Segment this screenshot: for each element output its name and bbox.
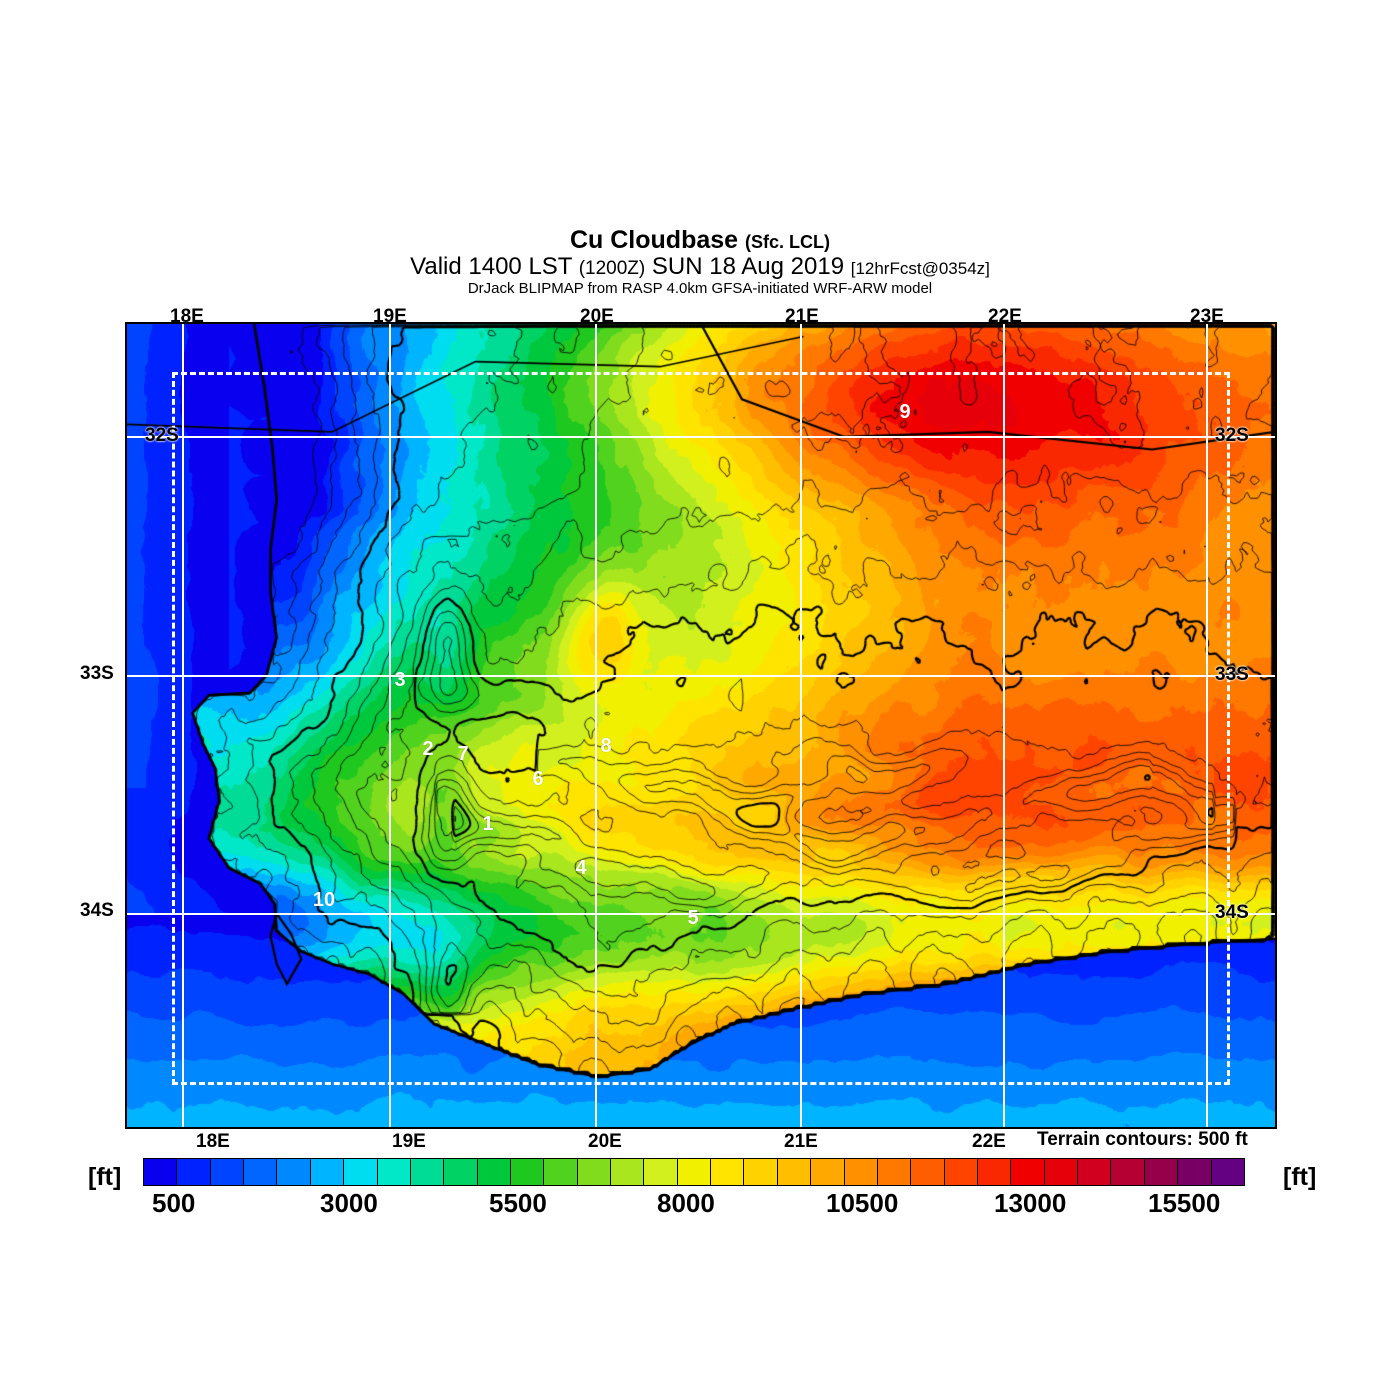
gridline-lon-19e: [389, 324, 391, 1127]
lon-tick-bottom-22e: 22E: [972, 1131, 1006, 1152]
colorbar-swatch-31: [1178, 1159, 1212, 1185]
gridline-lon-18e: [182, 324, 184, 1127]
waypoint-marker-1[interactable]: 1: [482, 813, 494, 835]
colorbar-tick-3000: 3000: [320, 1188, 378, 1218]
colorbar-swatch-20: [811, 1159, 845, 1185]
waypoint-marker-10[interactable]: 10: [312, 889, 336, 911]
colorbar-swatch-4: [277, 1159, 311, 1185]
colorbar-swatch-29: [1111, 1159, 1145, 1185]
gridline-lat-34s: [127, 913, 1275, 915]
lon-tick-top-23e: 23E: [1190, 306, 1224, 327]
lon-tick-bottom-21e: 21E: [784, 1131, 818, 1152]
colorbar-tick-10500: 10500: [826, 1188, 899, 1218]
lon-tick-bottom-20e: 20E: [588, 1131, 622, 1152]
colorbar-swatch-16: [677, 1159, 712, 1185]
colorbar-unit-left: [ft]: [88, 1163, 122, 1191]
colorbar-swatch-11: [510, 1159, 545, 1185]
gridline-lon-21e: [800, 324, 802, 1127]
forecast-hour-badge: [12hrFcst@0354z]: [850, 259, 990, 278]
lon-tick-bottom-19e: 19E: [392, 1131, 426, 1152]
colorbar-swatch-14: [611, 1159, 645, 1185]
title-main-text: Cu Cloudbase: [569, 226, 739, 254]
colorbar-swatch-32: [1211, 1159, 1244, 1185]
gridline-lon-20e: [595, 324, 597, 1127]
colorbar-swatch-1: [177, 1159, 211, 1185]
lon-tick-top-20e: 20E: [580, 306, 614, 327]
lat-label-inside-right-33s: 33S: [1215, 664, 1249, 685]
colorbar-swatch-17: [711, 1159, 745, 1185]
colorbar-swatch-25: [977, 1159, 1012, 1185]
gridline-lon-23e: [1206, 324, 1208, 1127]
lat-tick-left-33s: 33S: [80, 663, 114, 684]
colorbar-swatch-22: [877, 1159, 912, 1185]
model-source-line: DrJack BLIPMAP from RASP 4.0km GFSA-init…: [467, 280, 933, 298]
colorbar-swatch-0: [144, 1159, 178, 1185]
forecast-map[interactable]: 32S 32S 33S 34S 9 3 2 7 8 6 1 4 10 5: [125, 322, 1277, 1129]
lat-label-inside-left-32s: 32S: [145, 425, 179, 446]
gridline-lat-33s: [127, 675, 1275, 677]
lat-tick-left-34s: 34S: [80, 900, 114, 921]
colorbar-swatch-23: [911, 1159, 945, 1185]
colorbar-swatch-26: [1011, 1159, 1045, 1185]
lat-label-inside-right-34s: 34S: [1215, 902, 1249, 923]
colorbar-tick-13000: 13000: [994, 1188, 1067, 1218]
waypoint-marker-3[interactable]: 3: [394, 669, 406, 691]
gridline-lat-32s: [127, 436, 1275, 438]
colorbar-swatch-6: [344, 1159, 378, 1185]
lat-label-inside-right-32s: 32S: [1215, 425, 1249, 446]
title-sub-text: (Sfc. LCL): [745, 232, 831, 252]
gridline-lon-22e: [1003, 324, 1005, 1127]
colorbar-swatch-21: [844, 1159, 878, 1185]
lon-tick-bottom-18e: 18E: [196, 1131, 230, 1152]
inner-domain-box: [172, 372, 1230, 1085]
valid-time-line: Valid 1400 LST (1200Z) SUN 18 Aug 2019 […: [0, 254, 1400, 279]
lon-tick-top-18e: 18E: [170, 306, 204, 327]
valid-date: SUN 18 Aug 2019: [651, 253, 845, 280]
page-title: Cu Cloudbase (Sfc. LCL): [0, 228, 1400, 253]
colorbar-tick-5500: 5500: [489, 1188, 547, 1218]
colorbar-swatch-28: [1078, 1159, 1112, 1185]
colorbar-tick-8000: 8000: [657, 1188, 715, 1218]
colorbar-swatch-24: [944, 1159, 978, 1185]
waypoint-marker-8[interactable]: 8: [600, 735, 612, 757]
lon-tick-top-21e: 21E: [785, 306, 819, 327]
waypoint-marker-7[interactable]: 7: [457, 743, 469, 765]
colorbar-swatch-10: [477, 1159, 511, 1185]
colorbar-swatch-8: [410, 1159, 445, 1185]
waypoint-marker-5[interactable]: 5: [687, 907, 699, 929]
waypoint-marker-9[interactable]: 9: [899, 401, 911, 423]
waypoint-marker-6[interactable]: 6: [532, 768, 544, 790]
colorbar-swatch-13: [577, 1159, 612, 1185]
valid-utc: (1200Z): [578, 258, 646, 279]
colorbar-swatch-5: [310, 1159, 345, 1185]
lon-tick-top-19e: 19E: [373, 306, 407, 327]
waypoint-marker-4[interactable]: 4: [575, 857, 587, 879]
colorbar-swatch-15: [644, 1159, 678, 1185]
waypoint-marker-2[interactable]: 2: [422, 738, 434, 760]
colorbar-swatch-3: [244, 1159, 278, 1185]
colorbar-swatch-7: [377, 1159, 411, 1185]
colorbar-swatch-12: [544, 1159, 578, 1185]
colorbar[interactable]: [143, 1158, 1245, 1186]
lon-tick-top-22e: 22E: [988, 306, 1022, 327]
valid-prefix: Valid 1400 LST: [410, 253, 573, 280]
colorbar-swatch-18: [744, 1159, 778, 1185]
colorbar-swatch-19: [777, 1159, 812, 1185]
cloudbase-raster: [127, 324, 1275, 1127]
colorbar-swatch-30: [1144, 1159, 1179, 1185]
colorbar-tick-500: 500: [152, 1188, 196, 1218]
terrain-contour-note: Terrain contours: 500 ft: [1035, 1129, 1250, 1151]
colorbar-swatch-2: [210, 1159, 245, 1185]
colorbar-swatch-9: [444, 1159, 478, 1185]
colorbar-swatch-27: [1044, 1159, 1079, 1185]
colorbar-tick-15500: 15500: [1148, 1188, 1221, 1218]
title-block: Cu Cloudbase (Sfc. LCL) Valid 1400 LST (…: [0, 228, 1400, 297]
colorbar-unit-right: [ft]: [1283, 1163, 1317, 1191]
